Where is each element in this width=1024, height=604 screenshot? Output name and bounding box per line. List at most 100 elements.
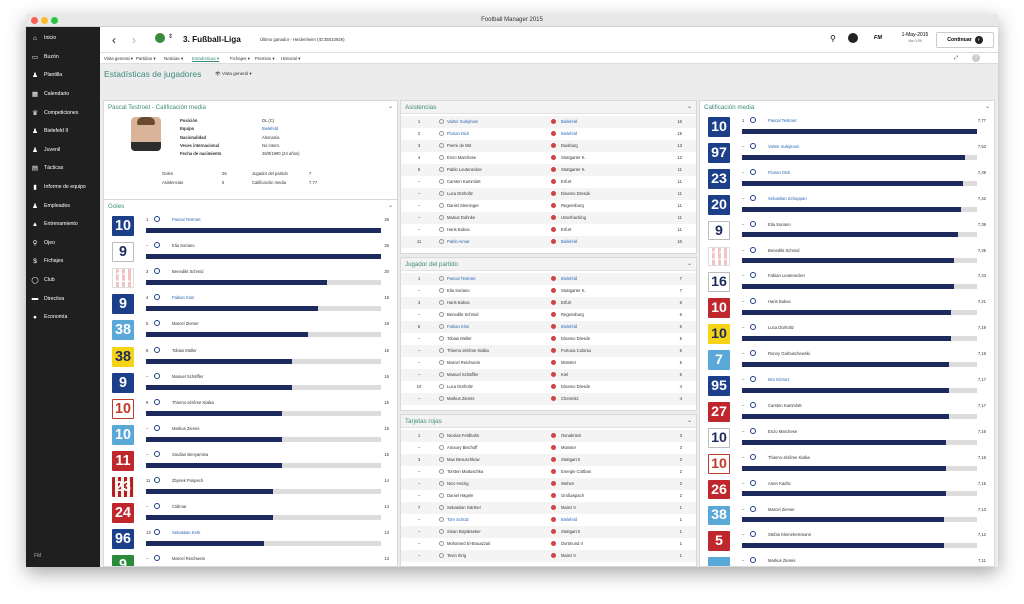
player-name[interactable]: Daniel Hägele xyxy=(447,493,474,498)
subnav-tab-5[interactable]: Premios ▾ xyxy=(255,56,275,61)
player-name[interactable]: Zbynek Pospech xyxy=(172,478,204,483)
player-name[interactable]: Luca Dürholtz xyxy=(768,325,794,331)
sidebar-item-squad[interactable]: ♟ Plantilla xyxy=(26,66,100,85)
player-name[interactable]: Daniel Steininger xyxy=(447,203,479,208)
ranking-row[interactable]: 26 – Amer Kadric 7,15 xyxy=(700,478,994,504)
chevron-down-icon[interactable]: ⌄ xyxy=(686,418,692,424)
table-row[interactable]: – Carsten Kammlott Erfurt 11 xyxy=(401,176,696,188)
club-name[interactable]: Chemnitz xyxy=(561,396,579,401)
sidebar-item-transfers[interactable]: $ Fichajes xyxy=(26,252,100,271)
club-name[interactable]: Großaspach xyxy=(561,493,585,498)
subnav-tab-4[interactable]: Fichajes ▾ xyxy=(230,56,250,61)
ranking-row[interactable]: 96 13 Sebastian Kerk 13 xyxy=(104,527,397,553)
player-name[interactable]: Benedikt Schmid xyxy=(768,247,800,253)
ranking-row[interactable]: 16 – Fabian Leutenecker 7,23 xyxy=(700,270,994,296)
player-name[interactable]: Sebastian Gärtner xyxy=(447,505,481,510)
player-name[interactable]: Marcel Reichwein xyxy=(447,360,481,365)
subnav-tab-1[interactable]: Partidos ▾ xyxy=(136,56,156,61)
sidebar-item-trophy[interactable]: ♛ Competiciones xyxy=(26,103,100,122)
player-name[interactable]: Markus Ziereis xyxy=(172,425,200,431)
subnav-tab-2[interactable]: Noticias ▾ xyxy=(164,56,184,61)
club-name[interactable]: Fortuna Colonia xyxy=(561,348,591,353)
club-name[interactable]: Energie Cottbus xyxy=(561,469,592,474)
table-row[interactable]: – Amaury Bischoff Münster 3 xyxy=(401,442,696,454)
player-name[interactable]: Elia Soriano xyxy=(447,288,470,293)
club-name[interactable]: Stuttgarter K. xyxy=(561,155,586,160)
table-row[interactable]: – Tobias Müller Dinamo Dresde 5 xyxy=(401,333,696,345)
subnav-tab-0[interactable]: Vista general ▾ xyxy=(104,56,133,61)
player-name[interactable]: Sebastian Kerk xyxy=(172,530,201,536)
sidebar-item-board[interactable]: ▬ Directiva xyxy=(26,289,100,308)
player-name[interactable]: Haris Bukva xyxy=(447,300,470,305)
player-name[interactable]: Carsten Kammlott xyxy=(447,179,481,184)
table-row[interactable]: – Elia Soriano Stuttgarter K. 7 xyxy=(401,285,696,297)
table-row[interactable]: – Tom Schütz Bielefeld 1 xyxy=(401,514,696,526)
player-name[interactable]: Moi Gómez xyxy=(768,377,790,382)
player-name[interactable]: Nicolas Feldhahn xyxy=(447,433,480,438)
table-row[interactable]: – Mohamed El-Bouazzati Dortmund II 1 xyxy=(401,538,696,550)
club-name[interactable]: Bielefeld xyxy=(561,324,578,329)
competition-switch-icon[interactable]: ⇕ xyxy=(168,34,174,40)
player-name[interactable]: Sinan Büyükseker xyxy=(447,529,481,534)
sidebar-item-youth-team[interactable]: ♟ Juvenil xyxy=(26,141,100,160)
player-name[interactable]: Thiemo-Jérôme Kialka xyxy=(172,399,214,405)
help-icon[interactable]: ? xyxy=(972,54,980,62)
player-name[interactable]: Florian Dick xyxy=(768,169,791,175)
subnav-tab-3[interactable]: Estadísticas ▾ xyxy=(192,56,220,61)
player-name[interactable]: Valmir Sulejmani xyxy=(447,119,479,124)
view-selector[interactable]: 👁 Vista general ▾ xyxy=(215,71,252,76)
player-name[interactable]: Markus Ziereis xyxy=(768,558,796,564)
club-name[interactable]: Dinamo Dresde xyxy=(561,191,591,196)
player-name[interactable]: Luca Dürholtz xyxy=(447,384,473,389)
player-name[interactable]: Carsten Kammlott xyxy=(768,402,802,408)
player-name[interactable]: Amaury Bischoff xyxy=(447,445,478,450)
table-row[interactable]: – Benedikt Schmid Regensburg 6 xyxy=(401,309,696,321)
subnav-tab-6[interactable]: Historial ▾ xyxy=(281,56,301,61)
club-name[interactable]: Mainz II xyxy=(561,505,576,510)
table-row[interactable]: – Torsten Mattuschka Energie Cottbus 2 xyxy=(401,466,696,478)
close-window-button[interactable] xyxy=(31,17,38,24)
table-row[interactable]: 3 Haris Bukva Erfurt 6 xyxy=(401,297,696,309)
table-row[interactable]: – Sinan Büyükseker Stuttgart II 1 xyxy=(401,526,696,538)
sidebar-item-club[interactable]: ◯ Club xyxy=(26,271,100,290)
sidebar-item-home[interactable]: ⌂ Inicio xyxy=(26,29,100,48)
table-row[interactable]: – Markus Ziereis Chemnitz 4 xyxy=(401,393,696,405)
search-icon[interactable]: ⚲ xyxy=(830,34,836,43)
club-name[interactable]: Dinamo Dresde xyxy=(561,384,591,389)
ranking-row[interactable]: 10 – Luca Dürholtz 7,19 xyxy=(700,322,994,348)
table-row[interactable]: – Tevin Ihrig Mainz II 1 xyxy=(401,550,696,562)
minimize-window-button[interactable] xyxy=(41,17,48,24)
player-name[interactable]: Pascal Testroet xyxy=(768,118,797,123)
ranking-row[interactable]: 23 11 Zbynek Pospech 14 xyxy=(104,475,397,501)
ranking-row[interactable]: 20 – Sebastian Schuppan 7,42 xyxy=(700,193,994,219)
chevron-down-icon[interactable]: ⌄ xyxy=(387,203,393,209)
sidebar-item-tactics[interactable]: ▤ Tácticas xyxy=(26,159,100,178)
back-button[interactable]: ‹ xyxy=(112,33,116,47)
club-name[interactable]: Stuttgart II xyxy=(561,457,581,462)
ranking-row[interactable]: 10 1 Pascal Testroet 26 xyxy=(104,214,397,240)
club-name[interactable]: Regensburg xyxy=(561,203,584,208)
player-name[interactable]: Nico Herzig xyxy=(447,481,469,486)
player-name[interactable]: Fabian Leutenecker xyxy=(768,273,806,279)
club-name[interactable]: Regensburg xyxy=(561,312,584,317)
ranking-row[interactable]: 10 – Haris Bukva 7,21 xyxy=(700,296,994,322)
player-name[interactable]: Marcel Ziemer xyxy=(172,321,199,327)
player-name[interactable]: Elia Soriano xyxy=(768,221,791,227)
chevron-down-icon[interactable]: ⌄ xyxy=(984,104,990,110)
ranking-row[interactable]: 9 – Manuel Schäffler 16 xyxy=(104,371,397,397)
player-name[interactable]: Pablo Aimar xyxy=(447,239,470,244)
ranking-row[interactable]: 10 – Thiemo-Jérôme Kialka 7,16 xyxy=(700,452,994,478)
chevron-down-icon[interactable]: ⌄ xyxy=(686,104,692,110)
table-row[interactable]: 7 Sebastian Gärtner Mainz II 1 xyxy=(401,502,696,514)
sidebar-item-staff[interactable]: ♟ Empleados xyxy=(26,196,100,215)
player-name[interactable]: Haris Bukva xyxy=(447,227,470,232)
globe-icon[interactable] xyxy=(848,33,858,43)
player-name[interactable]: Cidimar xyxy=(172,504,187,510)
table-row[interactable]: 2 Florian Dick Bielefeld 15 xyxy=(401,128,696,140)
continue-button[interactable]: Continuar › xyxy=(936,32,994,48)
player-name[interactable]: Soufian Benyamina xyxy=(172,451,209,457)
table-row[interactable]: – Manuel Schäffler Kiel 5 xyxy=(401,369,696,381)
player-name[interactable]: Valmir Sulejmani xyxy=(768,143,800,149)
table-row[interactable]: 3 Pierre de Wit Duisburg 13 xyxy=(401,140,696,152)
player-name[interactable]: Manuel Schäffler xyxy=(172,373,204,379)
